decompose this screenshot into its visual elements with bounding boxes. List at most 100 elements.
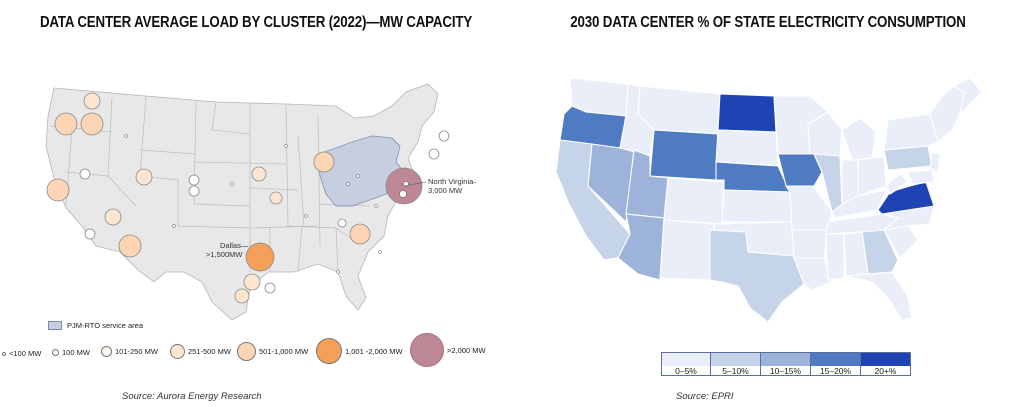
pjm-legend-label: PJM-RTO service area [67, 321, 143, 330]
legend-item-gt2000: >2,000 MW [410, 333, 486, 367]
cluster-atlanta [349, 223, 371, 245]
legend-label: 101-250 MW [115, 347, 158, 356]
legend-label: >2,000 MW [447, 345, 486, 355]
cluster-nashville [337, 218, 347, 228]
cluster-nyc [428, 148, 440, 160]
legend-label: 251-500 MW [188, 347, 231, 356]
state-mt [637, 85, 721, 135]
state-nm [659, 219, 715, 281]
us-electricity-share-choropleth [555, 77, 983, 323]
scale-label: 20+% [874, 366, 897, 376]
north-virginia-callout-line1: North Virginia— [428, 177, 476, 186]
cluster-oregon-a [54, 112, 78, 136]
pjm-legend-swatch [48, 321, 62, 330]
cluster-dallas [245, 242, 275, 272]
cluster-oregon-b [80, 112, 104, 136]
legend-dot [237, 342, 256, 361]
state-lines [49, 95, 371, 273]
cluster-denver-a [188, 174, 200, 186]
state-ia [777, 153, 823, 187]
dallas-callout-line1: Dallas— [220, 241, 249, 250]
legend-item-lt100: <100 MW [2, 349, 41, 358]
left-source: Source: Aurora Energy Research [122, 391, 262, 402]
legend-item-501-1000: 501-1,000 MW [237, 342, 308, 361]
scale-label: 5–10% [722, 366, 749, 376]
cluster-houston [264, 282, 276, 294]
legend-label: <100 MW [9, 349, 42, 358]
cluster-la [84, 228, 96, 240]
state-ky [831, 189, 887, 219]
scale-cell-20-plus: 20+% [861, 352, 911, 376]
scale-swatch [761, 353, 810, 366]
cluster-chicago [313, 151, 335, 173]
legend-dot [101, 346, 112, 357]
scale-swatch [711, 353, 760, 366]
state-az [617, 213, 665, 281]
legend-label: 501-1,000 MW [259, 347, 309, 356]
scale-label: 15–20% [819, 366, 852, 376]
legend-dot [2, 351, 6, 356]
state-sd [715, 129, 779, 167]
legend-dot [170, 344, 185, 359]
scale-cell-15-20: 15–20% [811, 352, 861, 376]
legend-dot [52, 349, 59, 356]
state-md-de [907, 169, 935, 185]
state-ks [721, 189, 793, 223]
scale-swatch [811, 353, 860, 366]
state-wv [885, 173, 909, 195]
state-mo [785, 185, 833, 231]
us-outline [45, 83, 439, 320]
cluster-utah [135, 168, 153, 186]
cluster-seattle-a [83, 92, 101, 110]
scale-cell-0-5: 0–5% [661, 352, 711, 376]
legend-item-1001-2000: 1,001 -2,000 MW [316, 338, 403, 364]
dallas-callout-line2: >1,500MW [206, 250, 243, 259]
state-co [663, 177, 725, 225]
scale-label: 0–5% [675, 366, 697, 376]
cluster-bubbles [46, 92, 450, 304]
left-map-title: DATA CENTER AVERAGE LOAD BY CLUSTER (202… [39, 14, 473, 31]
state-la [793, 257, 833, 291]
scale-cell-5-10: 5–10% [711, 352, 761, 376]
state-ga [861, 229, 899, 275]
cluster-bay-area [104, 208, 122, 226]
legend-dot [316, 338, 342, 364]
legend-item-251-500: 251-500 MW [170, 344, 231, 359]
state-wy [649, 129, 719, 181]
state-ny [883, 113, 939, 151]
state-nd [717, 93, 777, 133]
cluster-nor-cal [46, 178, 70, 202]
right-map-panel: 2030 DATA CENTER % OF STATE ELECTRICITY … [512, 0, 1024, 407]
scale-swatch [861, 353, 910, 366]
scale-swatch [662, 353, 710, 366]
state-mi [841, 117, 877, 161]
cluster-san-antonio [234, 288, 250, 304]
cluster-size-legend: <100 MW 100 MW 101-250 MW 251-500 MW 501… [0, 333, 512, 369]
left-map-panel: DATA CENTER AVERAGE LOAD BY CLUSTER (202… [0, 14, 512, 402]
state-ar [791, 229, 829, 259]
cluster-austin [243, 273, 261, 291]
legend-item-101-250: 101-250 MW [101, 346, 158, 357]
right-map-title: 2030 DATA CENTER % OF STATE ELECTRICITY … [570, 14, 966, 31]
scale-cell-10-15: 10–15% [761, 352, 811, 376]
scale-label: 10–15% [769, 366, 802, 376]
legend-label: 100 MW [62, 348, 90, 357]
cluster-reno [79, 168, 91, 180]
state-me [953, 77, 983, 115]
state-tx [709, 229, 805, 323]
state-oh [857, 155, 887, 197]
state-new-england [929, 85, 965, 143]
legend-dot [410, 333, 444, 367]
cluster-denver-b [188, 185, 200, 197]
small-cluster-dots [124, 134, 409, 274]
cluster-boston [438, 130, 450, 142]
cluster-phoenix [118, 234, 142, 258]
cluster-kc [269, 191, 283, 205]
legend-label: 1,001 -2,000 MW [345, 346, 403, 356]
us-data-center-load-map: North Virginia— 3,000 MW Dallas— >1,500M… [45, 83, 476, 320]
legend-item-100: 100 MW [52, 348, 90, 357]
state-ms [825, 233, 845, 281]
cluster-omaha [251, 166, 267, 182]
consumption-share-scale: 0–5% 5–10% 10–15% 15–20% 20+% [661, 352, 911, 376]
north-virginia-callout-line2: 3,000 MW [428, 186, 463, 195]
